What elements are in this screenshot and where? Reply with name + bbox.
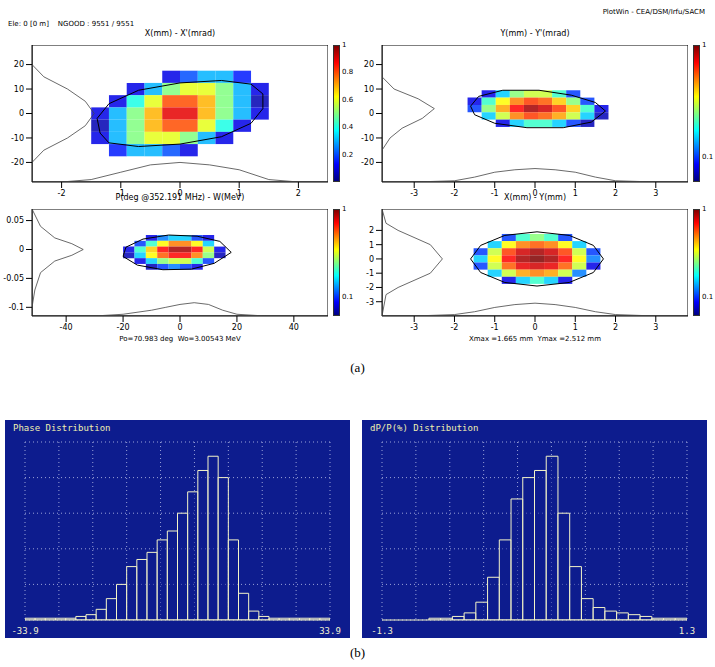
svg-text:0: 0 (532, 323, 537, 332)
svg-text:-2: -2 (450, 323, 458, 332)
svg-text:2: 2 (296, 189, 301, 198)
html-text:dP/P(%) Distribution: dP/P(%) Distribution (370, 423, 479, 433)
html-text:0.1: 0.1 (702, 292, 714, 301)
html-text:0.1: 0.1 (342, 292, 354, 301)
svg-text:-0.05: -0.05 (8, 274, 24, 283)
svg-text:3: 3 (653, 189, 658, 198)
html-text:Xmax =1.665 mm Ymax =2.512 mm: Xmax =1.665 mm Ymax =2.512 mm (469, 335, 601, 343)
svg-text:2: 2 (613, 323, 618, 332)
svg-text:-0.1: -0.1 (8, 303, 24, 312)
html-text:(a): (a) (350, 360, 365, 375)
svg-text:33.9: 33.9 (319, 626, 341, 636)
html-text:0.8: 0.8 (342, 68, 354, 77)
html-text:0.6: 0.6 (342, 95, 354, 104)
svg-text:1.3: 1.3 (679, 626, 695, 636)
html-text:0.2: 0.2 (342, 150, 354, 159)
svg-text:0: 0 (19, 245, 24, 254)
html-text:Y(mm) - Y'(mrad): Y(mm) - Y'(mrad) (500, 29, 570, 38)
svg-text:0: 0 (177, 323, 182, 332)
html-text:0.1: 0.1 (702, 153, 714, 162)
svg-text:1: 1 (573, 323, 578, 332)
svg-text:-20: -20 (361, 158, 374, 167)
svg-text:-1: -1 (366, 269, 374, 278)
html-text:X(mm) - X'(mrad): X(mm) - X'(mrad) (144, 29, 216, 38)
svg-text:-33.9: -33.9 (11, 626, 38, 636)
svg-text:-10: -10 (11, 134, 24, 143)
svg-text:10: 10 (364, 85, 374, 94)
html-text:(b): (b) (349, 645, 366, 660)
svg-text:10: 10 (14, 85, 24, 94)
html-text:1: 1 (702, 41, 707, 49)
svg-text:0: 0 (369, 255, 374, 264)
svg-text:2: 2 (613, 189, 618, 198)
svg-text:20: 20 (232, 323, 242, 332)
svg-text:0.05: 0.05 (8, 216, 24, 225)
svg-text:1: 1 (573, 189, 578, 198)
html-text:P(deg @352.191 MHz) - W(MeV): P(deg @352.191 MHz) - W(MeV) (115, 193, 245, 202)
svg-text:-3: -3 (410, 323, 418, 332)
svg-text:-3: -3 (410, 189, 418, 198)
svg-text:0: 0 (19, 109, 24, 118)
html-text:1: 1 (342, 41, 347, 49)
svg-text:3: 3 (653, 323, 658, 332)
svg-text:-2: -2 (58, 189, 66, 198)
html-text:Ele: 0 [0 m] NGOOD : 9551 / 95: Ele: 0 [0 m] NGOOD : 9551 / 9551 (8, 20, 135, 28)
svg-text:40: 40 (289, 323, 299, 332)
svg-text:1: 1 (369, 241, 374, 250)
svg-text:-40: -40 (60, 323, 73, 332)
svg-text:20: 20 (364, 60, 374, 69)
svg-text:2: 2 (369, 226, 374, 235)
html-text:Phase Distribution: Phase Distribution (13, 423, 111, 433)
html-text:Po=70.983 deg Wo=3.00543 MeV: Po=70.983 deg Wo=3.00543 MeV (119, 335, 241, 343)
svg-text:-10: -10 (361, 134, 374, 143)
html-text:1: 1 (702, 205, 707, 213)
svg-text:-2: -2 (366, 283, 374, 292)
html-text:PlotWin - CEA/DSM/Irfu/SACM: PlotWin - CEA/DSM/Irfu/SACM (602, 8, 705, 16)
svg-text:-3: -3 (366, 298, 374, 307)
svg-text:20: 20 (14, 60, 24, 69)
html-text:0.4: 0.4 (342, 123, 354, 132)
html-text:X(mm) - Y(mm): X(mm) - Y(mm) (504, 193, 566, 202)
svg-text:0: 0 (369, 109, 374, 118)
svg-text:-2: -2 (450, 189, 458, 198)
html-text:1: 1 (342, 205, 347, 213)
svg-text:-1: -1 (491, 189, 499, 198)
svg-text:-20: -20 (11, 158, 24, 167)
svg-text:-1: -1 (491, 323, 499, 332)
svg-text:-1.3: -1.3 (371, 626, 393, 636)
svg-text:-20: -20 (117, 323, 130, 332)
